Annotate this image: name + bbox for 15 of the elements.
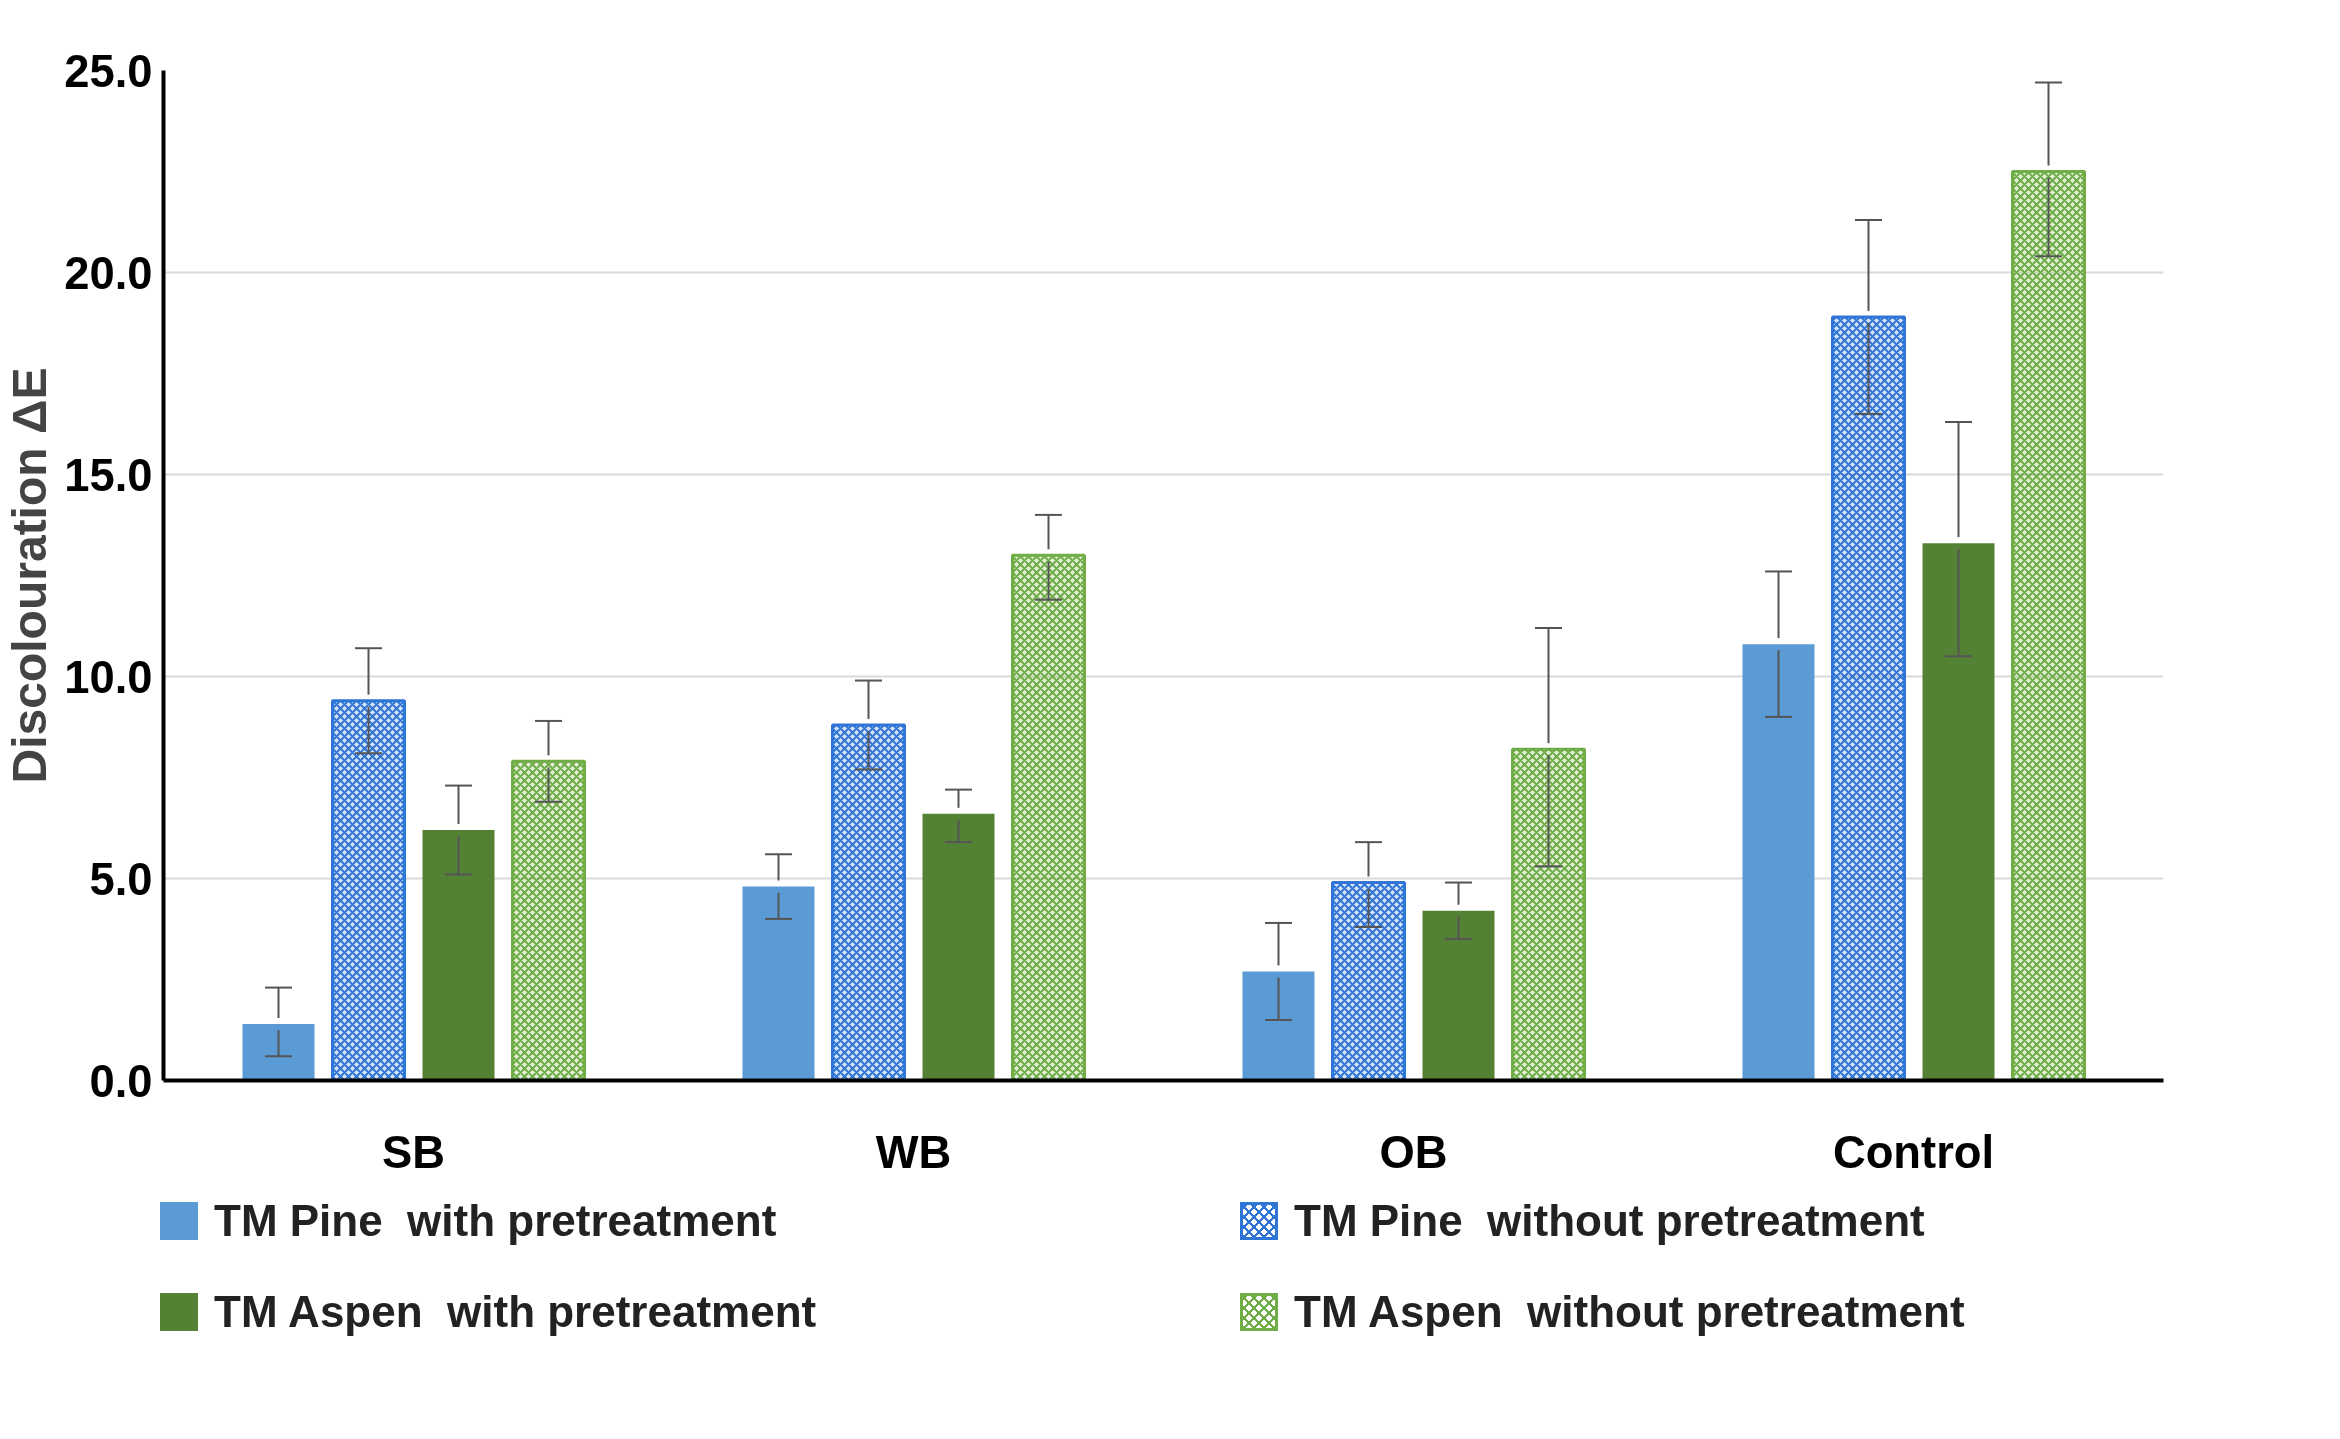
legend-label: TM Aspen without pretreatment <box>1294 1285 1965 1338</box>
y-tick-label: 5.0 <box>89 853 153 905</box>
legend-label: TM Pine with pretreatment <box>214 1195 777 1247</box>
y-tick-label: 20.0 <box>64 247 153 299</box>
x-tick-label: WB <box>875 1126 952 1178</box>
y-tick-label: 15.0 <box>64 449 153 501</box>
legend-label: TM Pine without pretreatment <box>1294 1195 1925 1247</box>
x-tick-label: SB <box>382 1126 445 1178</box>
y-tick-label: 0.0 <box>89 1055 153 1107</box>
x-tick-label: OB <box>1379 1126 1448 1178</box>
y-tick-label: 10.0 <box>64 651 153 703</box>
legend-label: TM Aspen with pretreatment <box>214 1285 817 1338</box>
y-tick-label: 25.0 <box>64 45 153 97</box>
x-tick-label: Control <box>1832 1126 1995 1178</box>
y-axis-title: Discolouration ΔE <box>3 367 57 784</box>
